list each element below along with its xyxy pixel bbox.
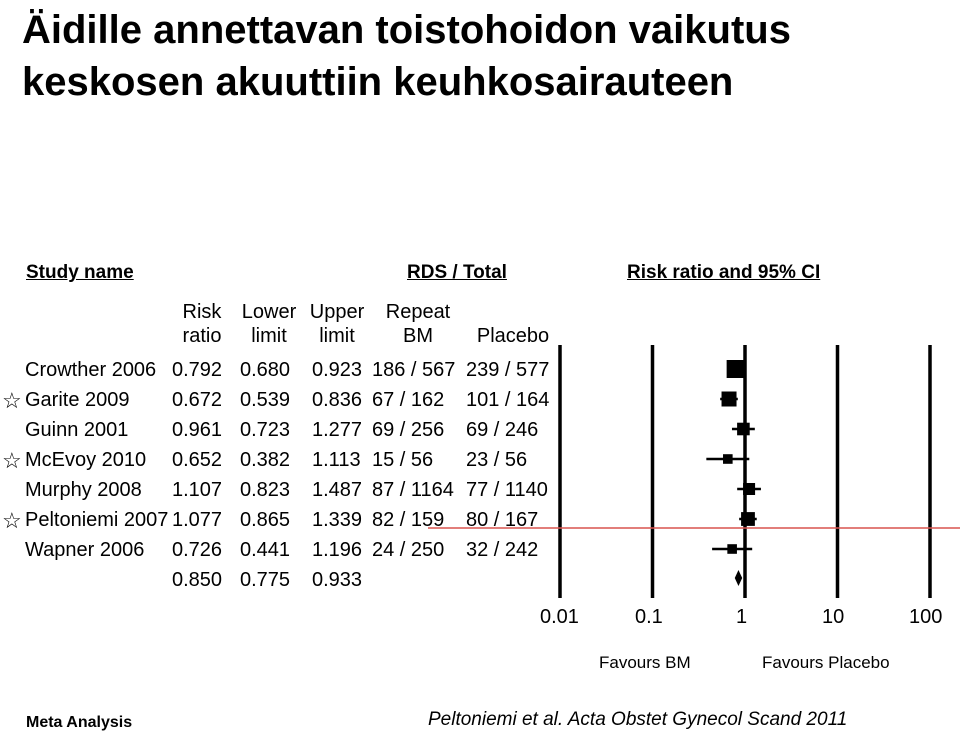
column-risk-ratio-line1: Risk	[182, 301, 222, 323]
column-repeat-line1: Repeat	[385, 301, 451, 323]
repeat-bm-value: 15 / 56	[372, 449, 434, 471]
study-name: Murphy 2008	[25, 479, 142, 501]
upper-limit-value: 1.196	[312, 539, 363, 561]
effect-marker	[737, 422, 750, 436]
upper-limit-value: 0.923	[312, 359, 363, 381]
pooled-rr: 0.850	[172, 569, 223, 591]
effect-marker	[726, 360, 745, 378]
tick-label-4: 100	[909, 606, 943, 628]
risk-ratio-value: 0.652	[172, 449, 223, 471]
upper-limit-value: 1.113	[312, 449, 361, 471]
study-name: Garite 2009	[25, 389, 130, 411]
placebo-value: 69 / 246	[466, 419, 539, 441]
column-upper-line1: Upper	[309, 301, 365, 323]
star-icon: ☆	[2, 508, 22, 533]
header-study-name: Study name	[26, 262, 134, 283]
study-name: McEvoy 2010	[25, 449, 147, 471]
lower-limit-value: 0.441	[240, 539, 291, 561]
placebo-value: 32 / 242	[466, 539, 539, 561]
upper-limit-value: 0.836	[312, 389, 363, 411]
risk-ratio-value: 1.107	[172, 479, 223, 501]
risk-ratio-value: 0.792	[172, 359, 223, 381]
favours-right-label: Favours Placebo	[762, 653, 890, 672]
study-name: Guinn 2001	[25, 419, 129, 441]
effect-marker	[723, 454, 733, 464]
pooled-diamond	[734, 570, 743, 586]
lower-limit-value: 0.680	[240, 359, 291, 381]
repeat-bm-value: 87 / 1164	[372, 479, 454, 501]
repeat-bm-value: 186 / 567	[372, 359, 456, 381]
study-name: Crowther 2006	[25, 359, 157, 381]
title-line-2: keskosen akuuttiin keuhkosairauteen	[22, 60, 734, 104]
column-lower-line1: Lower	[241, 301, 297, 323]
column-repeat-line2: BM	[403, 325, 433, 347]
upper-limit-value: 1.487	[312, 479, 363, 501]
upper-limit-value: 1.339	[312, 509, 363, 531]
footer-meta-analysis: Meta Analysis	[26, 714, 133, 731]
page-title: Äidille annettavan toistohoidon vaikutus…	[22, 4, 791, 108]
star-icon: ☆	[2, 388, 22, 413]
tick-label-2: 1	[736, 606, 748, 628]
column-placebo: Placebo	[476, 325, 550, 347]
placebo-value: 77 / 1140	[466, 479, 548, 501]
column-upper-line2: limit	[319, 325, 355, 347]
tick-label-0: 0.01	[540, 606, 579, 628]
column-repeat-bm: Repeat BM	[378, 300, 458, 348]
study-name: Wapner 2006	[25, 539, 145, 561]
risk-ratio-value: 0.961	[172, 419, 223, 441]
placebo-value: 80 / 167	[466, 509, 539, 531]
risk-ratio-value: 0.672	[172, 389, 223, 411]
repeat-bm-value: 69 / 256	[372, 419, 445, 441]
header-rds-total: RDS / Total	[407, 262, 507, 283]
column-lower-limit: Lower limit	[234, 300, 304, 348]
pooled-upper: 0.933	[312, 569, 363, 591]
effect-marker	[727, 544, 737, 554]
pooled-lower: 0.775	[240, 569, 291, 591]
title-line-1: Äidille annettavan toistohoidon vaikutus	[22, 8, 791, 52]
repeat-bm-value: 67 / 162	[372, 389, 445, 411]
column-risk-ratio: Risk ratio	[172, 300, 232, 348]
lower-limit-value: 0.723	[240, 419, 291, 441]
effect-marker	[743, 483, 756, 495]
risk-ratio-value: 1.077	[172, 509, 223, 531]
column-risk-ratio-line2: ratio	[182, 325, 222, 347]
star-icon: ☆	[2, 448, 22, 473]
placebo-value: 23 / 56	[466, 449, 528, 471]
tick-label-1: 0.1	[635, 606, 663, 628]
column-upper-limit: Upper limit	[302, 300, 372, 348]
tick-label-3: 10	[822, 606, 845, 628]
column-lower-line2: limit	[251, 325, 287, 347]
lower-limit-value: 0.865	[240, 509, 291, 531]
lower-limit-value: 0.823	[240, 479, 291, 501]
study-name: Peltoniemi 2007	[25, 509, 169, 531]
lower-limit-value: 0.382	[240, 449, 291, 471]
repeat-bm-value: 82 / 159	[372, 509, 445, 531]
placebo-value: 239 / 577	[466, 359, 550, 381]
lower-limit-value: 0.539	[240, 389, 291, 411]
upper-limit-value: 1.277	[312, 419, 363, 441]
effect-marker	[721, 391, 737, 407]
risk-ratio-value: 0.726	[172, 539, 223, 561]
header-risk-ratio-ci: Risk ratio and 95% CI	[627, 262, 821, 283]
repeat-bm-value: 24 / 250	[372, 539, 445, 561]
footer-citation: Peltoniemi et al. Acta Obstet Gynecol Sc…	[428, 709, 848, 730]
placebo-value: 101 / 164	[466, 389, 550, 411]
favours-left-label: Favours BM	[599, 653, 691, 672]
effect-marker	[741, 512, 755, 526]
